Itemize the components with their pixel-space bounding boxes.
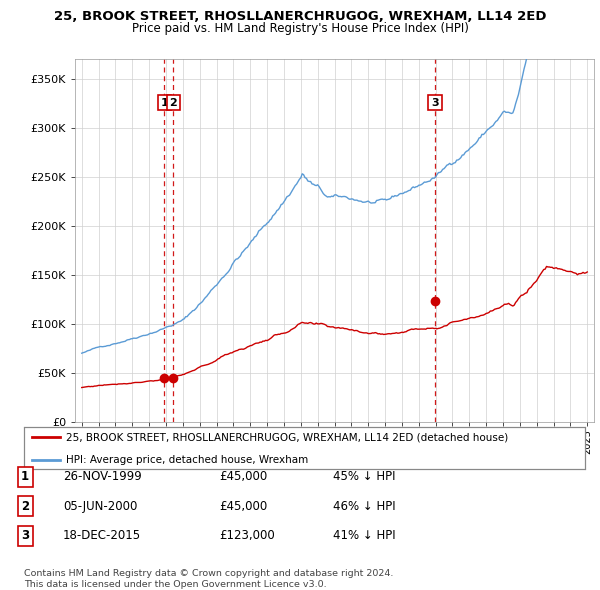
Text: £123,000: £123,000 — [219, 529, 275, 542]
Text: 1: 1 — [21, 470, 29, 483]
Text: 1: 1 — [160, 97, 168, 107]
Text: 2: 2 — [169, 97, 177, 107]
Text: £45,000: £45,000 — [219, 470, 267, 483]
Text: Price paid vs. HM Land Registry's House Price Index (HPI): Price paid vs. HM Land Registry's House … — [131, 22, 469, 35]
Text: 3: 3 — [431, 97, 439, 107]
Text: 45% ↓ HPI: 45% ↓ HPI — [333, 470, 395, 483]
Text: 25, BROOK STREET, RHOSLLANERCHRUGOG, WREXHAM, LL14 2ED (detached house): 25, BROOK STREET, RHOSLLANERCHRUGOG, WRE… — [66, 432, 508, 442]
Text: 46% ↓ HPI: 46% ↓ HPI — [333, 500, 395, 513]
Text: 25, BROOK STREET, RHOSLLANERCHRUGOG, WREXHAM, LL14 2ED: 25, BROOK STREET, RHOSLLANERCHRUGOG, WRE… — [54, 10, 546, 23]
Text: HPI: Average price, detached house, Wrexham: HPI: Average price, detached house, Wrex… — [66, 455, 308, 465]
Text: 3: 3 — [21, 529, 29, 542]
Text: Contains HM Land Registry data © Crown copyright and database right 2024.: Contains HM Land Registry data © Crown c… — [24, 569, 394, 578]
Text: £45,000: £45,000 — [219, 500, 267, 513]
Text: 2: 2 — [21, 500, 29, 513]
Text: 26-NOV-1999: 26-NOV-1999 — [63, 470, 142, 483]
Text: 18-DEC-2015: 18-DEC-2015 — [63, 529, 141, 542]
Text: 41% ↓ HPI: 41% ↓ HPI — [333, 529, 395, 542]
Text: This data is licensed under the Open Government Licence v3.0.: This data is licensed under the Open Gov… — [24, 579, 326, 589]
Text: 05-JUN-2000: 05-JUN-2000 — [63, 500, 137, 513]
